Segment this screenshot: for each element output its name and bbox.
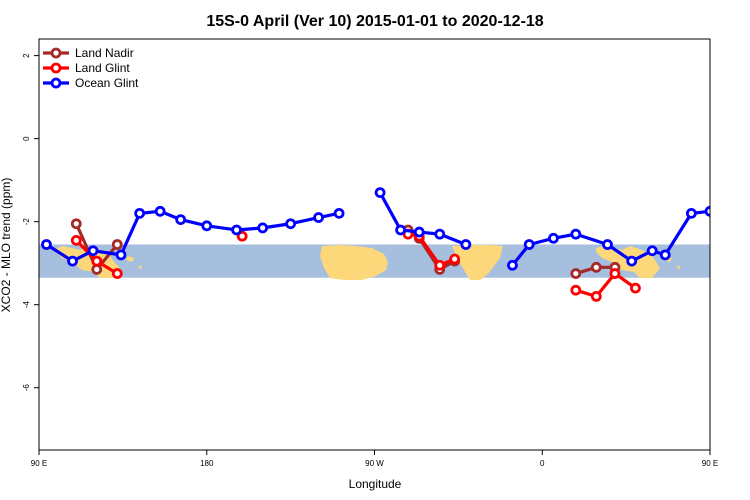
data-point-ocean-glint [154,205,166,217]
data-point-ocean-glint [41,239,52,250]
data-point-ocean-glint [395,224,406,236]
legend-swatch-marker [50,62,62,74]
data-point-ocean-glint [115,249,127,261]
data-point-land-nadir [111,239,123,250]
data-point-ocean-glint [570,228,582,240]
data-point-land-glint [609,268,621,279]
land-australia-left [56,246,120,278]
x-tick-label: 90 E [702,459,718,468]
data-point-ocean-glint [231,224,242,236]
data-point-land-glint [630,282,641,294]
land-south-america [320,245,388,280]
data-point-ocean-glint [201,220,213,232]
data-point-ocean-glint [602,239,613,250]
legend-label: Ocean Glint [75,76,139,90]
data-point-land-nadir [570,268,582,279]
data-point-ocean-glint [626,255,638,267]
legend-item-land-nadir: Land Nadir [43,46,134,60]
data-point-ocean-glint [313,212,324,223]
data-point-ocean-glint [548,232,559,244]
data-point-land-glint [590,290,602,302]
legend-swatch-marker [50,47,62,59]
data-point-ocean-glint [460,239,472,250]
series-ocean-glint [41,187,710,271]
data-point-ocean-glint [646,245,658,257]
legend-label: Land Glint [75,61,130,75]
data-point-ocean-glint [134,207,146,219]
data-point-ocean-glint [704,205,710,217]
data-point-ocean-glint [67,255,78,267]
land-africa [452,245,503,280]
data-point-land-nadir [91,264,103,275]
x-tick-label: 180 [200,459,214,468]
legend-swatch-marker [50,77,62,89]
y-tick-label: 2 [22,53,31,58]
data-point-ocean-glint [374,187,386,199]
data-point-ocean-glint [523,239,535,250]
y-tick-label: -2 [22,218,31,226]
data-point-ocean-glint [413,226,425,238]
chart-title: 15S-0 April (Ver 10) 2015-01-01 to 2020-… [206,13,543,30]
data-point-ocean-glint [175,214,187,225]
data-point-ocean-glint [285,218,297,230]
data-point-ocean-glint [333,207,345,219]
data-point-land-glint [449,253,461,265]
data-point-land-glint [434,259,446,271]
data-point-land-glint [91,255,103,267]
data-point-ocean-glint [434,228,446,240]
legend-item-land-glint: Land Glint [43,61,130,75]
data-point-land-nadir [743,220,750,228]
x-tick-label: 90 W [365,459,384,468]
series-line-land-glint [407,232,456,267]
legend-item-ocean-glint: Ocean Glint [43,76,139,90]
x-axis-label: Longitude [349,477,402,491]
data-point-land-glint [743,236,750,244]
data-point-land-glint [111,268,123,279]
data-point-land-nadir [590,261,602,273]
y-tick-label: -4 [22,301,31,309]
y-tick-label: -6 [22,384,31,392]
series-line-ocean-glint [511,209,710,267]
data-point-land-glint [570,284,582,296]
data-point-ocean-glint [659,249,671,261]
x-tick-label: 0 [540,459,545,468]
data-point-ocean-glint [685,207,697,219]
x-tick-label: 90 E [31,459,47,468]
y-axis-label: XCO2 - MLO trend (ppm) [0,178,13,313]
land-islands-left [126,256,142,270]
legend-label: Land Nadir [75,46,134,60]
data-point-land-glint [70,234,82,246]
data-point-land-nadir [70,218,82,230]
series-land-glint [70,228,750,302]
data-point-ocean-glint [87,245,99,257]
data-point-land-glint [236,230,248,242]
data-point-ocean-glint [507,259,518,271]
y-tick-label: 0 [22,136,31,141]
data-point-ocean-glint [257,222,269,234]
series-line-land-glint [575,271,637,298]
